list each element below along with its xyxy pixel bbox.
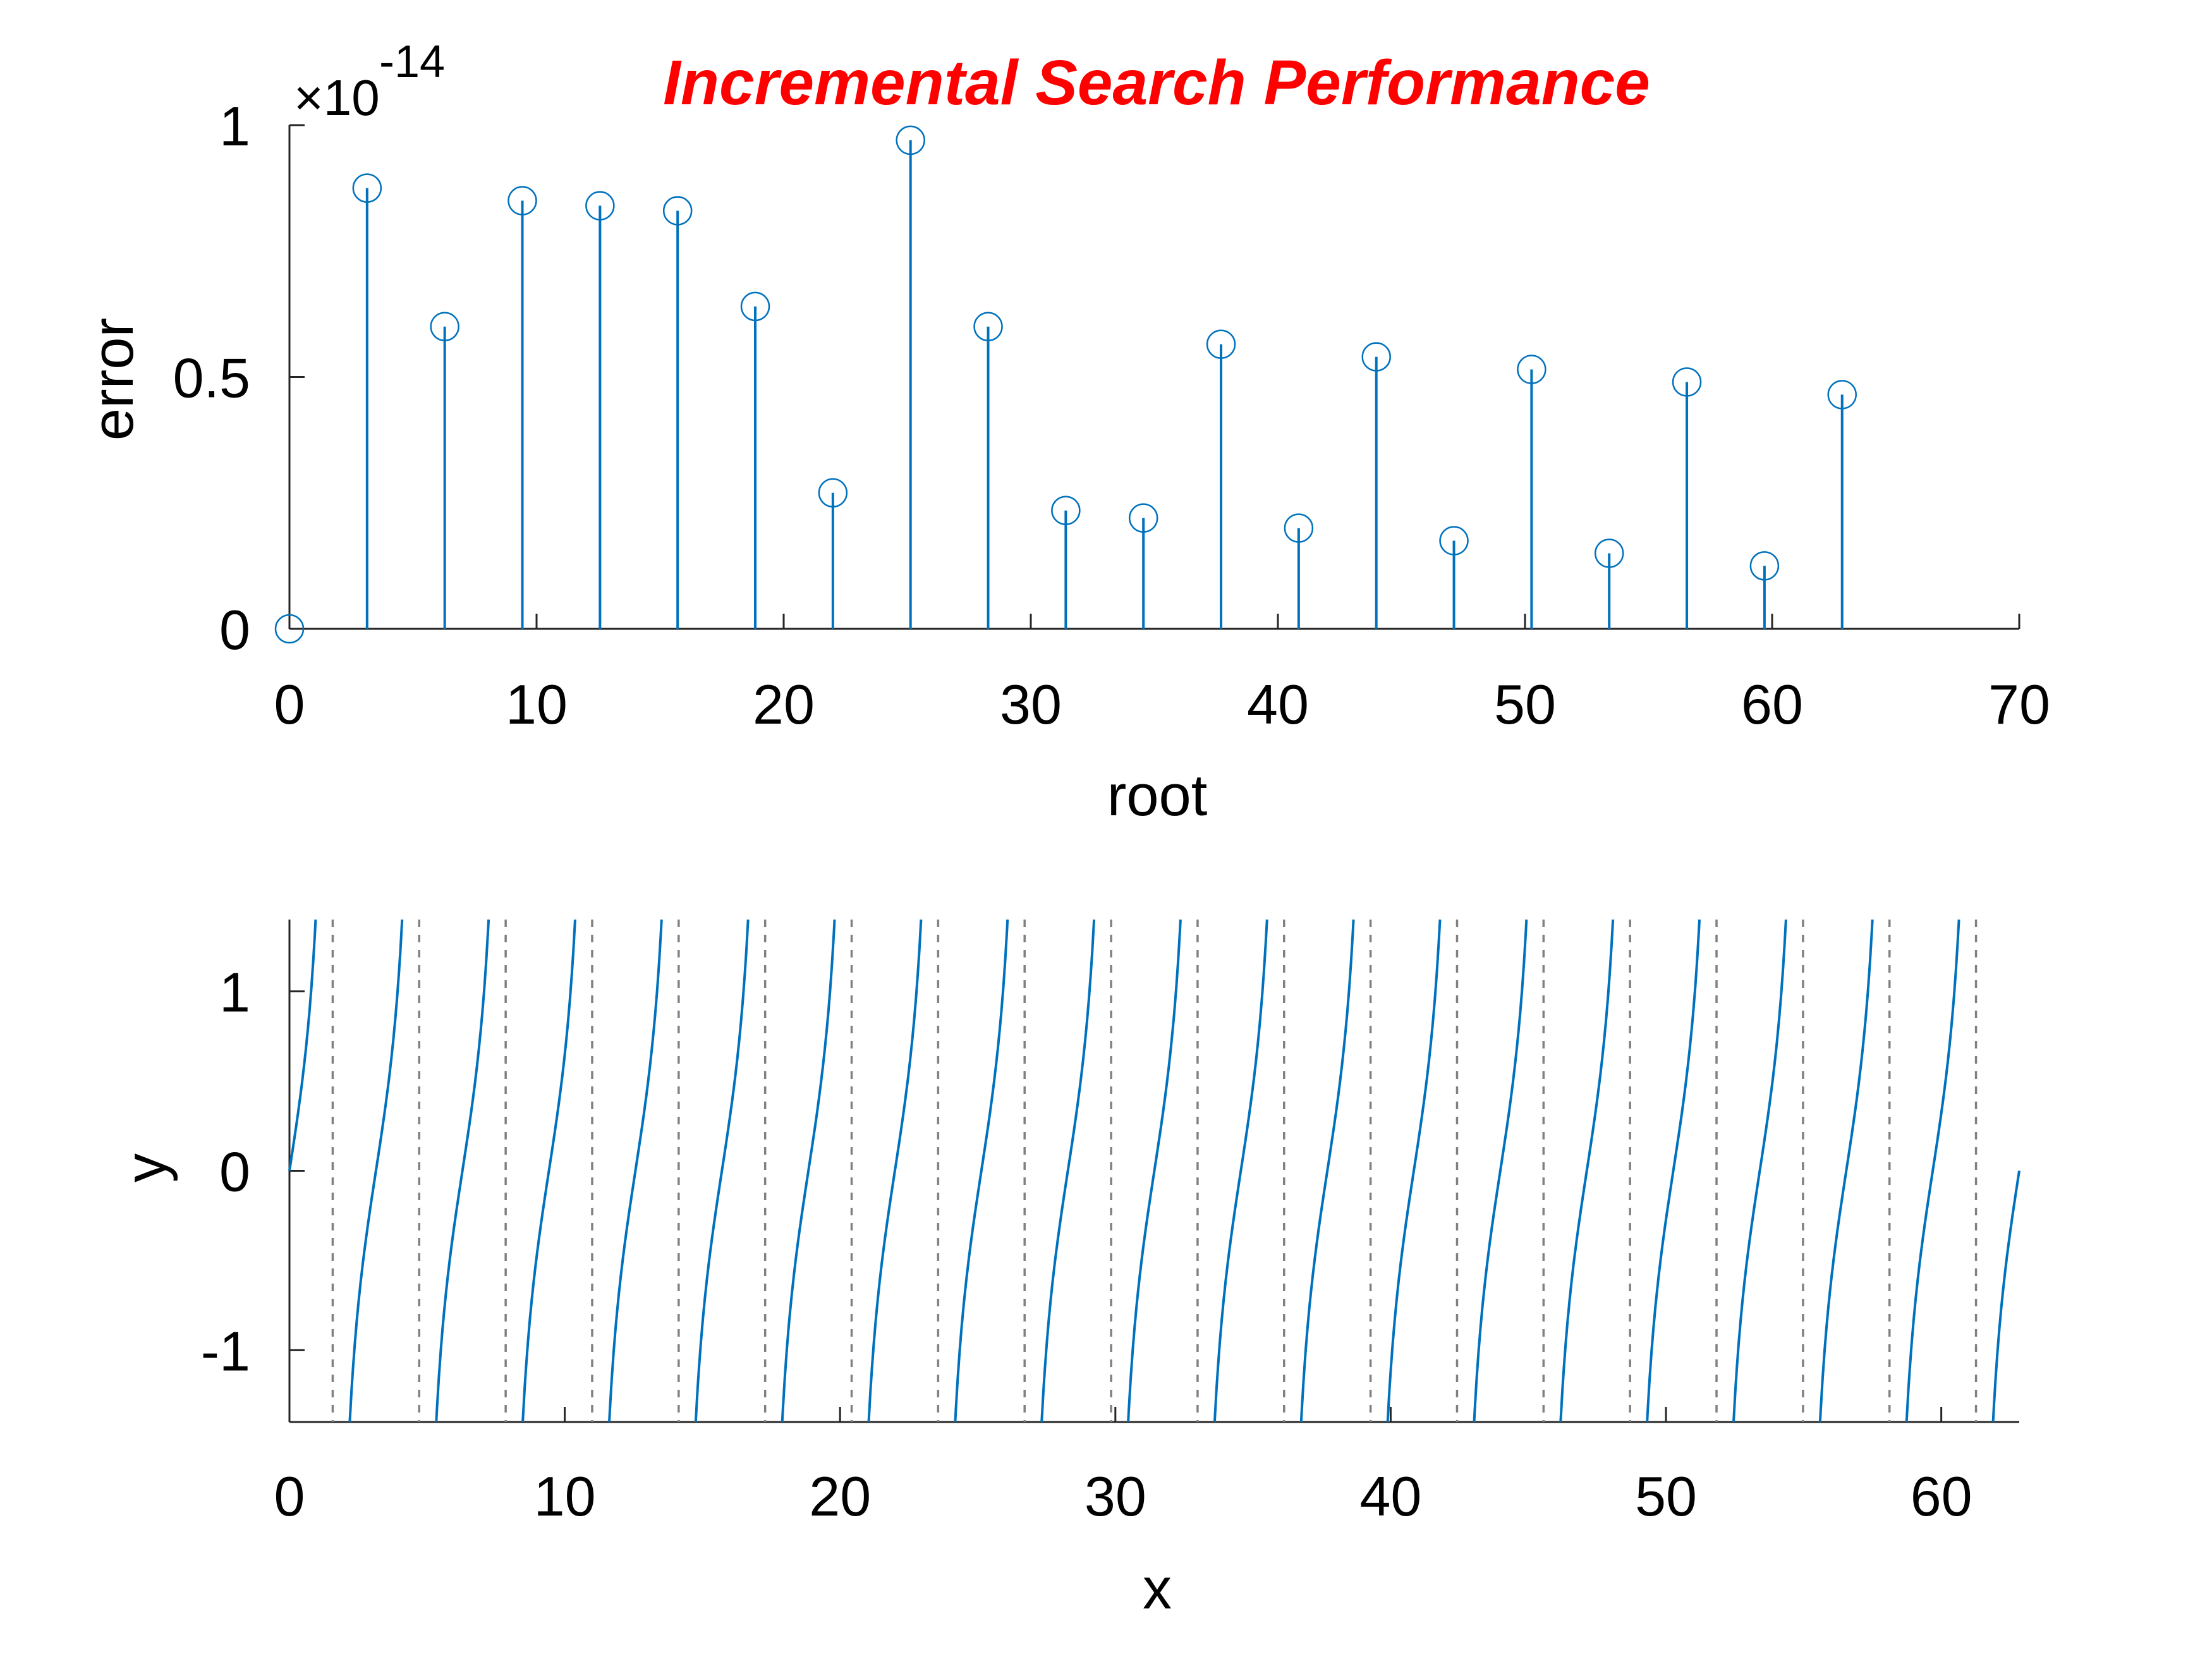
stem-marker [1128, 503, 1158, 533]
x-tick-label-top: 40 [1247, 673, 1309, 736]
tan-curve-branch [1473, 919, 1528, 1423]
x-tick-label-bottom: 40 [1359, 1465, 1421, 1528]
x-tick-label-bottom: 20 [809, 1465, 871, 1528]
tan-curve-branch [1646, 919, 1701, 1423]
stem-marker [1672, 367, 1702, 397]
tan-curve-branch [1732, 919, 1787, 1423]
y-tick-label-top: 0 [219, 599, 250, 661]
stem-marker [1361, 342, 1391, 372]
y-tick-label-bottom: 1 [219, 961, 250, 1024]
y-axis-label-top: error [81, 318, 145, 441]
tan-curve-branch [1127, 919, 1182, 1423]
tan-curve-branch [954, 919, 1009, 1423]
stem-plot-axes: 0 10 20 30 40 50 60 70 0 0.5 1 [173, 95, 2050, 736]
x-axis-label-top: root [1107, 763, 1208, 828]
stem-marker [973, 312, 1003, 342]
stem-marker [1594, 538, 1624, 568]
x-tick-label-bottom: 30 [1085, 1465, 1146, 1528]
tan-curve-branch [867, 919, 923, 1423]
stem-marker [352, 173, 382, 203]
stem-marker [1749, 551, 1780, 581]
x-tick-label-top: 30 [1000, 673, 1062, 736]
stem-marker [896, 125, 925, 155]
stem-marker [1439, 526, 1469, 556]
tan-curve-branch [1213, 919, 1268, 1423]
x-tick-label-bottom: 10 [534, 1465, 596, 1528]
tan-curve-branch [1040, 919, 1096, 1423]
y-exponent-base: ×10 [294, 70, 380, 126]
stem-marker [430, 312, 459, 342]
tan-curve-branch [1905, 919, 1960, 1423]
y-exponent-power: -14 [379, 37, 445, 87]
chart-title: Incremental Search Performance [663, 47, 1650, 118]
tan-curve-branch [435, 919, 490, 1423]
tan-curve-branch [608, 919, 663, 1423]
x-axis-label-bottom: x [1143, 1557, 1172, 1621]
tan-curve-branch [348, 919, 404, 1423]
tan-curve-branch [1299, 919, 1355, 1423]
x-tick-label-top: 10 [506, 673, 568, 736]
stem-marker [818, 478, 848, 508]
stem-marker [507, 186, 537, 216]
stem-marker [1206, 329, 1236, 359]
tan-curve-branch [1559, 919, 1615, 1423]
x-tick-label-top: 60 [1741, 673, 1803, 736]
x-tick-label-bottom: 50 [1635, 1465, 1697, 1528]
stem-marker [585, 191, 615, 221]
tan-curve-branch [521, 919, 576, 1423]
x-tick-label-top: 70 [1988, 673, 2050, 736]
x-tick-label-top: 20 [753, 673, 815, 736]
x-tick-label-bottom: 0 [274, 1465, 305, 1528]
stem-marker [1284, 513, 1314, 543]
stem-marker [1051, 495, 1081, 525]
y-tick-label-bottom: -1 [201, 1320, 250, 1382]
stem-marker [662, 196, 693, 226]
stem-marker [1517, 355, 1547, 384]
x-tick-label-top: 0 [274, 673, 305, 736]
tan-curve-branch [288, 919, 317, 1171]
y-tick-label-bottom: 0 [219, 1141, 250, 1203]
tan-curve-branch [1818, 919, 1874, 1423]
stem-marker [740, 291, 770, 322]
stem-marker [1827, 380, 1857, 410]
y-tick-label-top: 1 [219, 95, 250, 157]
stem-marker [274, 614, 305, 644]
tan-curve-branch [694, 919, 750, 1423]
tan-plot-axes: 0 10 20 30 40 50 60 -1 0 1 [201, 919, 2021, 1528]
y-exponent-label: ×10 -14 [294, 37, 445, 126]
x-tick-label-top: 50 [1494, 673, 1556, 736]
tan-curve-branch [1991, 1170, 2021, 1423]
x-tick-label-bottom: 60 [1911, 1465, 1972, 1528]
y-axis-label-bottom: y [114, 1153, 178, 1182]
tan-curve-branch [1386, 919, 1442, 1423]
y-tick-label-top: 0.5 [173, 347, 250, 410]
tan-curve-branch [781, 919, 836, 1423]
